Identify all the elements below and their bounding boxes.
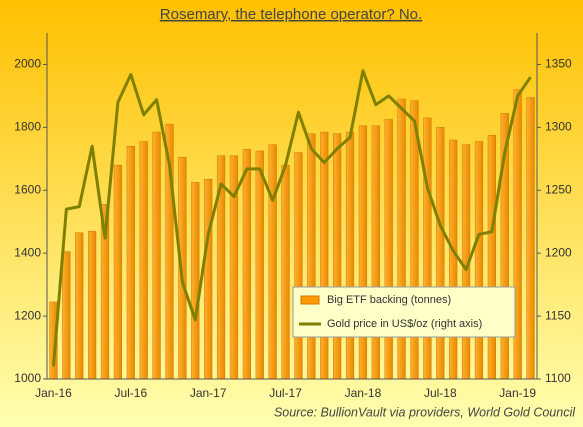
y2-tick-label: 1250 <box>545 182 572 196</box>
legend-label: Gold price in US$/oz (right axis) <box>327 318 482 330</box>
bar <box>255 150 264 380</box>
y-tick-label: 1000 <box>14 371 41 385</box>
legend-box <box>292 286 516 338</box>
bar <box>423 117 432 380</box>
line <box>51 69 532 367</box>
bar <box>384 119 393 380</box>
bar <box>474 141 484 380</box>
bar <box>113 164 123 380</box>
y2-tick-label: 1200 <box>545 245 572 259</box>
bar <box>204 179 213 380</box>
y-tick-label: 1400 <box>14 245 41 259</box>
bar <box>449 139 458 380</box>
bar <box>242 149 251 380</box>
x-tick-label: Jul-17 <box>269 386 302 400</box>
y2-tick-label: 1150 <box>545 308 571 322</box>
x-tick-label: Jan-16 <box>35 386 72 400</box>
bar <box>62 251 71 380</box>
bar <box>345 131 355 380</box>
bar <box>75 232 84 380</box>
bar <box>268 144 277 380</box>
bar <box>152 131 161 380</box>
bar <box>294 152 303 380</box>
y2-tick-label: 1350 <box>545 57 572 71</box>
bar <box>191 182 200 380</box>
y2-tick-label: 1100 <box>545 371 571 385</box>
bar <box>436 127 445 380</box>
y2-tick-label: 1300 <box>545 120 572 134</box>
x-tick-label: Jan-19 <box>499 386 536 400</box>
source: Source: BullionVault via providers, Worl… <box>274 405 576 419</box>
x-tick-label: Jul-18 <box>424 386 457 400</box>
bar <box>320 131 329 380</box>
bar <box>88 230 97 380</box>
legend-swatch <box>300 295 320 305</box>
y-tick-label: 2000 <box>14 57 41 71</box>
y-tick-label: 1600 <box>14 182 41 196</box>
chart-title: Rosemary, the telephone operator? No. <box>160 6 422 23</box>
x-tick-label: Jan-18 <box>345 386 382 400</box>
x-tick-label: Jul-16 <box>114 386 147 400</box>
y-tick-label: 1200 <box>14 308 41 322</box>
bar <box>333 133 342 380</box>
legend-label: Big ETF backing (tonnes) <box>327 294 451 306</box>
bar <box>487 134 496 380</box>
bar <box>526 97 535 380</box>
bar <box>307 133 316 380</box>
bar <box>126 145 135 380</box>
bar <box>139 141 148 380</box>
y-tick-label: 1800 <box>14 120 41 134</box>
bar <box>281 164 290 380</box>
bar <box>358 125 368 380</box>
bar <box>371 125 380 380</box>
x-tick-label: Jan-17 <box>190 386 227 400</box>
